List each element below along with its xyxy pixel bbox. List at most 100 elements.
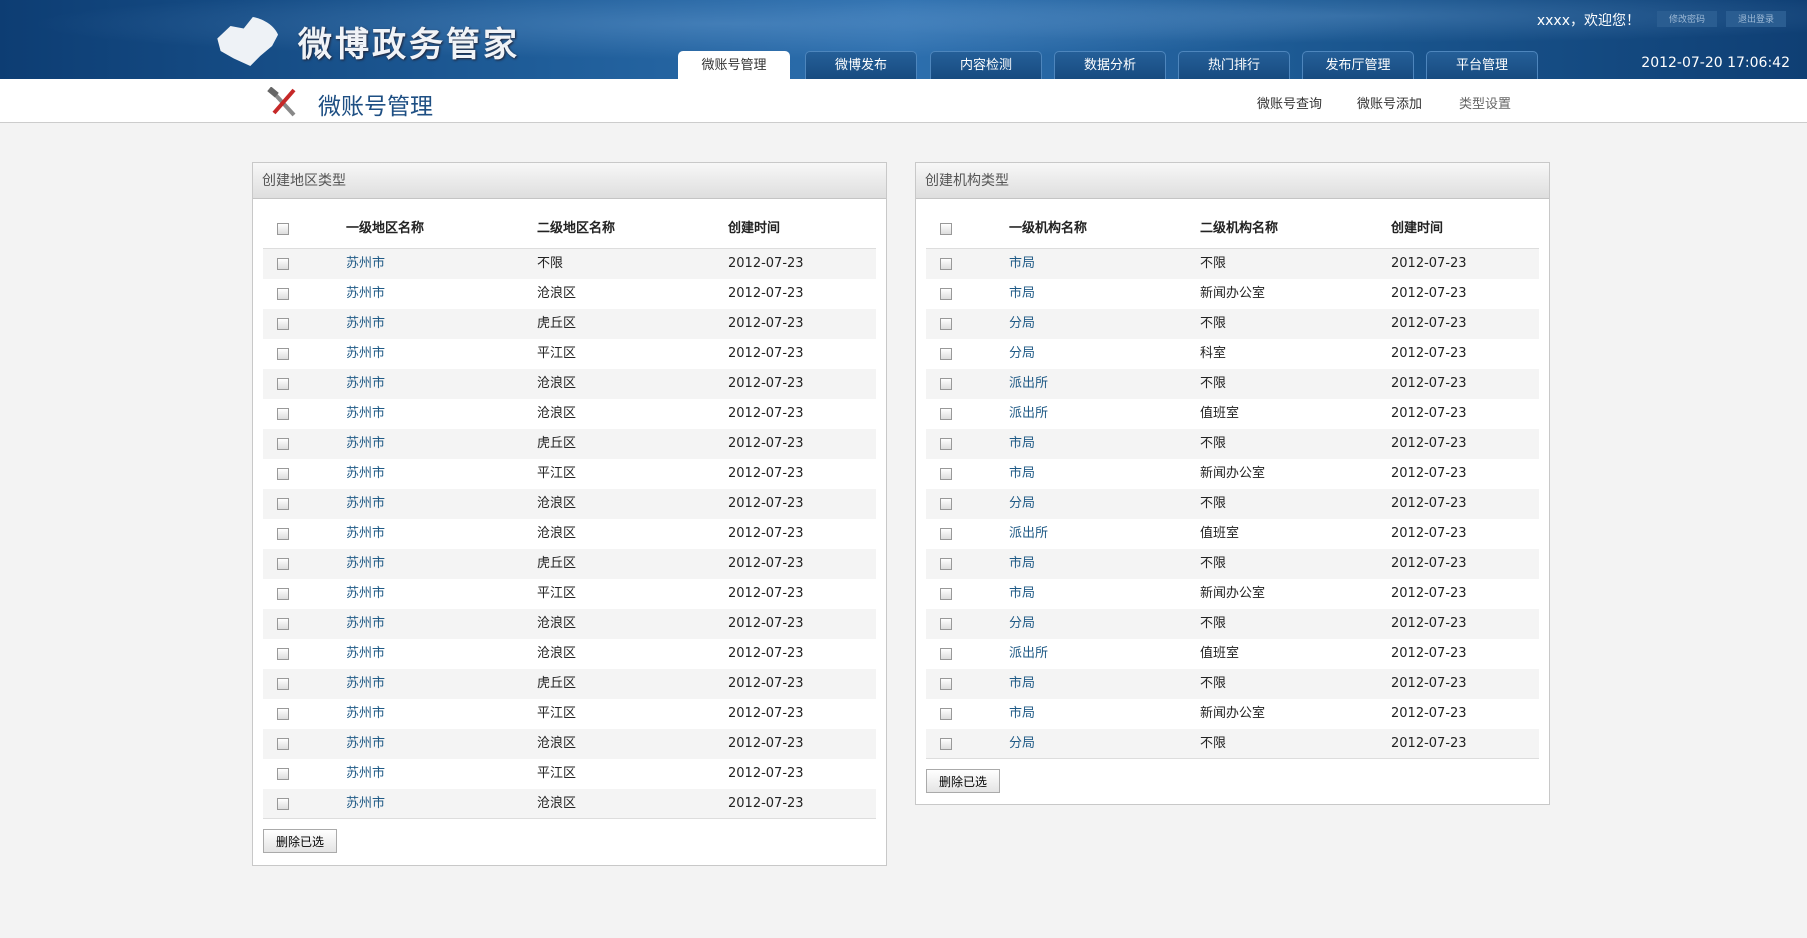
welcome-text: xxxx，欢迎您！ (1536, 13, 1640, 29)
row-checkbox[interactable] (277, 708, 289, 720)
level1-name-link[interactable]: 苏州市 (346, 286, 386, 301)
level1-name-link[interactable]: 苏州市 (346, 766, 386, 781)
tab-hot-ranking[interactable]: 热门排行 (1178, 51, 1290, 79)
tab-content-check[interactable]: 内容检测 (930, 51, 1042, 79)
row-checkbox[interactable] (940, 318, 952, 330)
level1-name-link[interactable]: 派出所 (1009, 646, 1049, 661)
level1-name-link[interactable]: 苏州市 (346, 316, 386, 331)
row-checkbox[interactable] (940, 737, 952, 750)
row-checkbox[interactable] (277, 618, 289, 630)
level1-name-link[interactable]: 苏州市 (346, 406, 386, 421)
level1-name-link[interactable]: 苏州市 (346, 556, 386, 571)
level1-name-link[interactable]: 苏州市 (346, 436, 386, 451)
level1-name-link[interactable]: 分局 (1009, 346, 1036, 361)
level1-name-link[interactable]: 苏州市 (346, 616, 386, 631)
row-checkbox[interactable] (940, 378, 952, 390)
row-checkbox[interactable] (277, 528, 289, 540)
row-checkbox[interactable] (277, 378, 289, 390)
table-row: 苏州市 虎丘区 2012-07-23 (263, 549, 876, 579)
row-checkbox[interactable] (940, 588, 952, 600)
row-checkbox[interactable] (277, 768, 289, 780)
level1-name-link[interactable]: 市局 (1009, 676, 1036, 691)
row-checkbox[interactable] (277, 348, 289, 360)
row-checkbox[interactable] (940, 498, 952, 510)
level1-name-link[interactable]: 分局 (1009, 616, 1036, 631)
level1-name-link[interactable]: 苏州市 (346, 376, 386, 391)
row-checkbox[interactable] (277, 318, 289, 330)
tab-platform-management[interactable]: 平台管理 (1426, 51, 1538, 79)
level2-name: 不限 (1200, 556, 1227, 571)
row-checkbox[interactable] (277, 678, 289, 690)
row-checkbox[interactable] (940, 348, 952, 360)
level1-name-link[interactable]: 苏州市 (346, 466, 386, 481)
level1-name-link[interactable]: 市局 (1009, 286, 1036, 301)
created-date: 2012-07-23 (728, 796, 804, 811)
row-checkbox[interactable] (940, 648, 952, 660)
select-all-checkbox[interactable] (940, 222, 952, 235)
tab-account-management[interactable]: 微账号管理 (678, 51, 790, 79)
tab-hall-management[interactable]: 发布厅管理 (1302, 51, 1414, 79)
logout-button[interactable]: 退出登录 (1726, 11, 1786, 27)
level1-name-link[interactable]: 派出所 (1009, 526, 1049, 541)
row-checkbox[interactable] (277, 258, 289, 270)
row-checkbox[interactable] (277, 468, 289, 480)
level1-name-link[interactable]: 苏州市 (346, 346, 386, 361)
subnav-account-add[interactable]: 微账号添加 (1357, 97, 1423, 112)
row-checkbox[interactable] (277, 738, 289, 750)
row-checkbox[interactable] (277, 797, 289, 810)
row-checkbox[interactable] (940, 528, 952, 540)
row-checkbox[interactable] (940, 468, 952, 480)
level1-name-link[interactable]: 市局 (1009, 256, 1036, 271)
level1-name-link[interactable]: 派出所 (1009, 376, 1049, 391)
tab-weibo-publish[interactable]: 微博发布 (805, 51, 917, 79)
row-checkbox[interactable] (277, 288, 289, 300)
level1-name-link[interactable]: 市局 (1009, 466, 1036, 481)
tab-data-analysis[interactable]: 数据分析 (1054, 51, 1166, 79)
level1-name-link[interactable]: 苏州市 (346, 676, 386, 691)
level1-name-link[interactable]: 苏州市 (346, 586, 386, 601)
row-checkbox[interactable] (277, 558, 289, 570)
level1-name-link[interactable]: 苏州市 (346, 496, 386, 511)
level1-name-link[interactable]: 市局 (1009, 586, 1036, 601)
level1-name-link[interactable]: 苏州市 (346, 706, 386, 721)
table-row: 市局 不限 2012-07-23 (926, 249, 1539, 279)
row-checkbox[interactable] (940, 558, 952, 570)
row-checkbox[interactable] (940, 438, 952, 450)
level1-name-link[interactable]: 分局 (1009, 496, 1036, 511)
row-checkbox[interactable] (940, 288, 952, 300)
level1-name-link[interactable]: 市局 (1009, 436, 1036, 451)
level1-name-link[interactable]: 苏州市 (346, 526, 386, 541)
level1-name-link[interactable]: 苏州市 (346, 646, 386, 661)
row-checkbox[interactable] (940, 618, 952, 630)
table-row: 派出所 值班室 2012-07-23 (926, 519, 1539, 549)
row-checkbox[interactable] (940, 408, 952, 420)
table-row: 苏州市 平江区 2012-07-23 (263, 459, 876, 489)
level1-name-link[interactable]: 分局 (1009, 736, 1036, 751)
level1-name-link[interactable]: 分局 (1009, 316, 1036, 331)
level2-name: 新闻办公室 (1200, 586, 1266, 601)
subnav-type-settings[interactable]: 类型设置 (1459, 97, 1512, 112)
level1-name-link[interactable]: 市局 (1009, 556, 1036, 571)
delete-selected-button[interactable]: 删除已选 (263, 829, 337, 853)
row-checkbox[interactable] (940, 258, 952, 270)
row-checkbox[interactable] (940, 678, 952, 690)
subnav-account-query[interactable]: 微账号查询 (1257, 97, 1323, 112)
level1-name-link[interactable]: 苏州市 (346, 736, 386, 751)
row-checkbox[interactable] (277, 438, 289, 450)
row-checkbox[interactable] (277, 408, 289, 420)
select-all-checkbox[interactable] (277, 222, 289, 235)
created-date: 2012-07-23 (1391, 466, 1467, 481)
created-date: 2012-07-23 (1391, 436, 1467, 451)
level1-name-link[interactable]: 苏州市 (346, 256, 386, 271)
level1-name-link[interactable]: 市局 (1009, 706, 1036, 721)
row-checkbox[interactable] (940, 708, 952, 720)
level2-name: 虎丘区 (537, 556, 577, 571)
level1-name-link[interactable]: 苏州市 (346, 796, 386, 811)
row-checkbox[interactable] (277, 588, 289, 600)
change-password-button[interactable]: 修改密码 (1657, 11, 1717, 27)
row-checkbox[interactable] (277, 648, 289, 660)
level1-name-link[interactable]: 派出所 (1009, 406, 1049, 421)
table-row: 分局 不限 2012-07-23 (926, 729, 1539, 759)
delete-selected-button[interactable]: 删除已选 (926, 769, 1000, 793)
row-checkbox[interactable] (277, 498, 289, 510)
